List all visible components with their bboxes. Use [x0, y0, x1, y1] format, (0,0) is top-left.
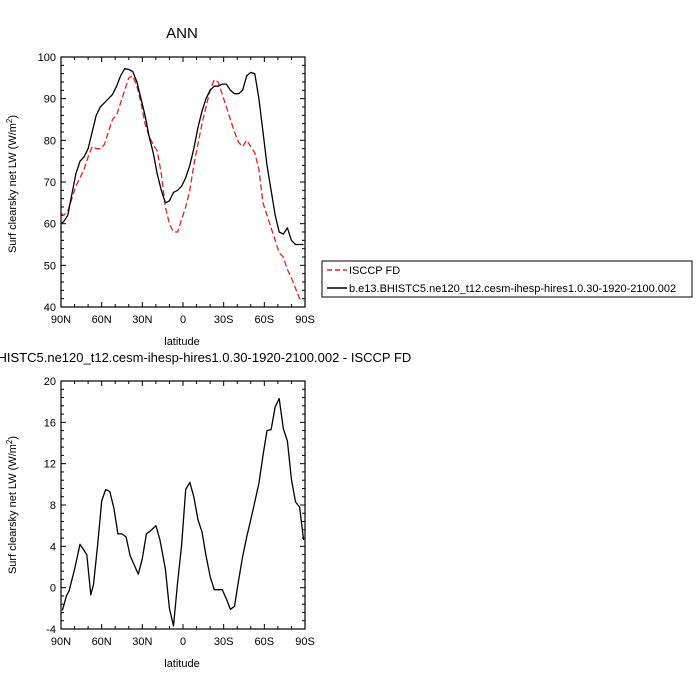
x-tick-label: 90S: [295, 636, 315, 648]
plot-frame: [60, 380, 306, 630]
x-tick-label: 60S: [255, 636, 275, 648]
y-tick-label: 100: [38, 52, 56, 64]
series-line: [60, 75, 304, 302]
series-line: [61, 397, 305, 627]
x-tick-label: 90N: [51, 636, 71, 648]
x-tick-label: 90S: [295, 314, 315, 326]
legend-label-model: b.e13.BHISTC5.ne120_t12.cesm-ihesp-hires…: [349, 283, 676, 295]
legend-box: [321, 260, 693, 298]
y-tick-label: 16: [44, 417, 56, 429]
chart-title: ANN: [166, 25, 198, 42]
x-tick-label: 60S: [255, 314, 275, 326]
x-tick-label: 0: [180, 636, 186, 648]
chart-title: b.e13.BHISTC5.ne120_t12.cesm-ihesp-hires…: [0, 350, 411, 365]
x-tick-label: 30S: [214, 636, 234, 648]
y-axis-label: Surf clearsky net LW (W/m2): [5, 115, 20, 253]
y-axis-label: Surf clearsky net LW (W/m2): [5, 436, 20, 574]
y-tick-label: 70: [44, 177, 56, 189]
y-tick-label: 60: [44, 219, 56, 231]
y-tick-label: 8: [50, 500, 56, 512]
x-tick-label: 30S: [214, 314, 234, 326]
x-axis-label: latitude: [164, 658, 199, 670]
y-tick-label: 90: [44, 94, 56, 106]
x-tick-label: 30N: [132, 314, 152, 326]
x-tick-label: 30N: [132, 636, 152, 648]
y-tick-label: 0: [50, 583, 56, 595]
y-tick-label: 50: [44, 260, 56, 272]
y-tick-label: 80: [44, 135, 56, 147]
plot-frame: [60, 56, 306, 308]
x-tick-label: 90N: [51, 314, 71, 326]
y-tick-label: 12: [44, 459, 56, 471]
x-tick-label: 60N: [92, 636, 112, 648]
y-tick-label: 20: [44, 376, 56, 388]
plot-area: 90N 60N 30N 0 30S 60S 90S 40 50 60 70 80 90 100: [38, 52, 315, 326]
y-tick-label: -4: [46, 624, 56, 636]
chart-ann: ANN Surf clearsky net LW (W/m2) latitude…: [5, 25, 315, 348]
legend-label-isccp: ISCCP FD: [349, 265, 400, 277]
x-tick-label: 0: [180, 314, 186, 326]
chart-difference: b.e13.BHISTC5.ne120_t12.cesm-ihesp-hires…: [0, 350, 411, 670]
x-axis-label: latitude: [164, 336, 199, 348]
y-tick-label: 4: [50, 541, 56, 553]
series-line: [60, 68, 304, 246]
y-tick-label: 40: [44, 302, 56, 314]
x-tick-label: 60N: [92, 314, 112, 326]
plot-area: 90N 60N 30N 0 30S 60S 90S -4 0 4 8 12 16 20: [44, 376, 315, 648]
legend: ISCCP FD b.e13.BHISTC5.ne120_t12.cesm-ih…: [321, 260, 693, 298]
